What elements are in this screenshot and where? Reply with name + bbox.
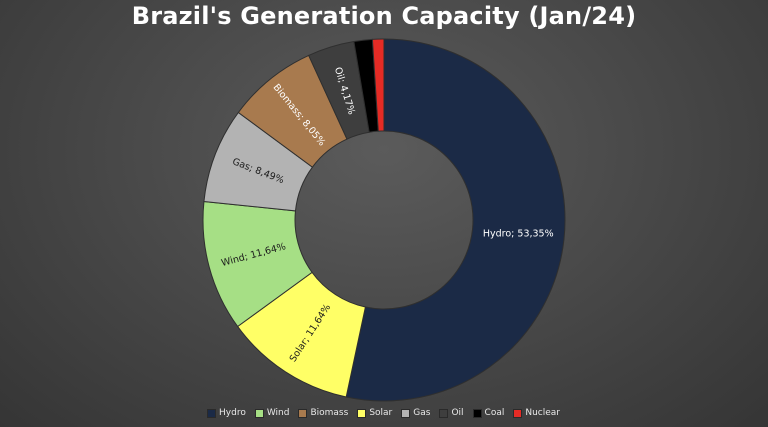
legend-item-coal: Coal [472, 408, 505, 418]
legend-label-oil: Oil [451, 408, 464, 418]
legend-label-wind: Wind [266, 408, 290, 418]
slice-hydro [345, 38, 566, 402]
slice-nuclear [371, 38, 385, 132]
legend-label-nuclear: Nuclear [525, 408, 560, 418]
legend-label-gas: Gas [413, 408, 431, 418]
legend-label-biomass: Biomass [310, 408, 349, 418]
chart-legend: Hydro Wind Biomass Solar Gas Oil Coal Nuclear [0, 408, 768, 418]
legend-swatch-coal [472, 408, 482, 418]
data-label-hydro: Hydro; 53,35% [483, 229, 554, 240]
legend-swatch-gas [401, 408, 411, 418]
legend-swatch-solar [357, 408, 367, 418]
legend-item-biomass: Biomass [298, 408, 349, 418]
legend-swatch-wind [254, 408, 264, 418]
legend-swatch-nuclear [513, 408, 523, 418]
legend-item-nuclear: Nuclear [513, 408, 560, 418]
legend-label-coal: Coal [484, 408, 505, 418]
legend-swatch-hydro [207, 408, 217, 418]
legend-item-gas: Gas [401, 408, 431, 418]
legend-label-solar: Solar [369, 408, 393, 418]
legend-swatch-biomass [298, 408, 308, 418]
legend-swatch-oil [439, 408, 449, 418]
legend-item-wind: Wind [254, 408, 290, 418]
legend-item-solar: Solar [357, 408, 393, 418]
legend-item-oil: Oil [439, 408, 464, 418]
legend-item-hydro: Hydro [207, 408, 246, 418]
chart-title: Brazil's Generation Capacity (Jan/24) [131, 2, 637, 30]
legend-label-hydro: Hydro [219, 408, 246, 418]
